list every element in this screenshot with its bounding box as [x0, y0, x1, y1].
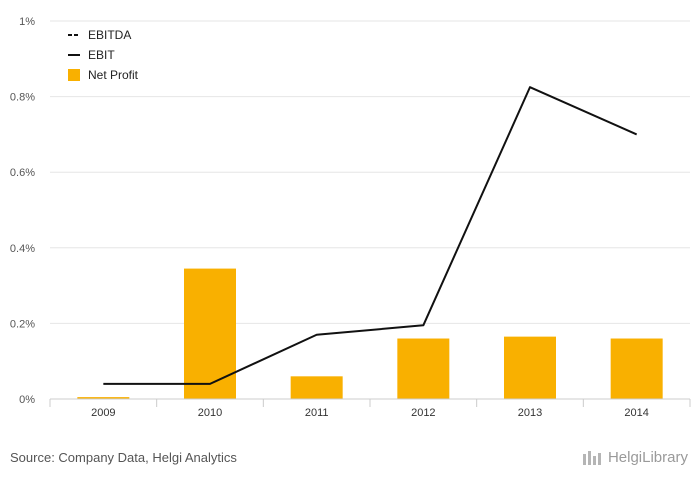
library-icon — [582, 451, 601, 465]
legend-item-ebit[interactable]: EBIT — [68, 48, 115, 62]
x-tick-label: 2014 — [624, 407, 648, 419]
y-axis-ticks: 0% 0.2% 0.4% 0.6% 0.8% 1% — [10, 16, 35, 406]
y-tick-label: 0.8% — [10, 92, 35, 104]
legend-item-ebitda[interactable]: EBITDA — [68, 28, 131, 42]
net-profit-bar — [77, 397, 130, 399]
legend-label: Net Profit — [88, 68, 139, 82]
net-profit-bar — [397, 338, 450, 399]
y-tick-label: 1% — [19, 16, 35, 28]
x-tick-label: 2011 — [305, 407, 329, 419]
chart: 0% 0.2% 0.4% 0.6% 0.8% 1% 2009 2010 2011 2012 201… — [10, 16, 691, 419]
legend-label: EBIT — [88, 48, 115, 62]
x-tick-label: 2012 — [411, 407, 435, 419]
x-tick-label: 2009 — [91, 407, 115, 419]
y-tick-label: 0.2% — [10, 318, 35, 330]
net-profit-bar — [184, 268, 236, 399]
net-profit-bar — [610, 338, 663, 399]
x-tick-label: 2010 — [198, 407, 222, 419]
legend-swatch — [68, 69, 80, 81]
y-tick-label: 0% — [19, 394, 35, 406]
net-profit-bar — [290, 376, 343, 399]
net-profit-bar — [504, 336, 556, 399]
source-note: Source: Company Data, Helgi Analytics — [10, 450, 237, 465]
legend-item-net-profit[interactable]: Net Profit — [68, 68, 139, 82]
x-tick-label: 2013 — [518, 407, 542, 419]
brand-logo: HelgiLibrary — [582, 448, 688, 466]
brand-name: HelgiLibrary — [607, 448, 688, 466]
gridlines — [50, 20, 690, 400]
y-tick-label: 0.6% — [10, 167, 35, 179]
legend[interactable]: EBITDA EBIT Net Profit — [68, 28, 139, 82]
net-profit-bars — [77, 268, 663, 399]
legend-label: EBITDA — [88, 28, 131, 42]
ebit-line-series — [103, 86, 638, 385]
y-tick-label: 0.4% — [10, 243, 35, 255]
ebit-line — [103, 86, 638, 385]
x-axis: 2009 2010 2011 2012 2013 2014 — [49, 398, 691, 419]
